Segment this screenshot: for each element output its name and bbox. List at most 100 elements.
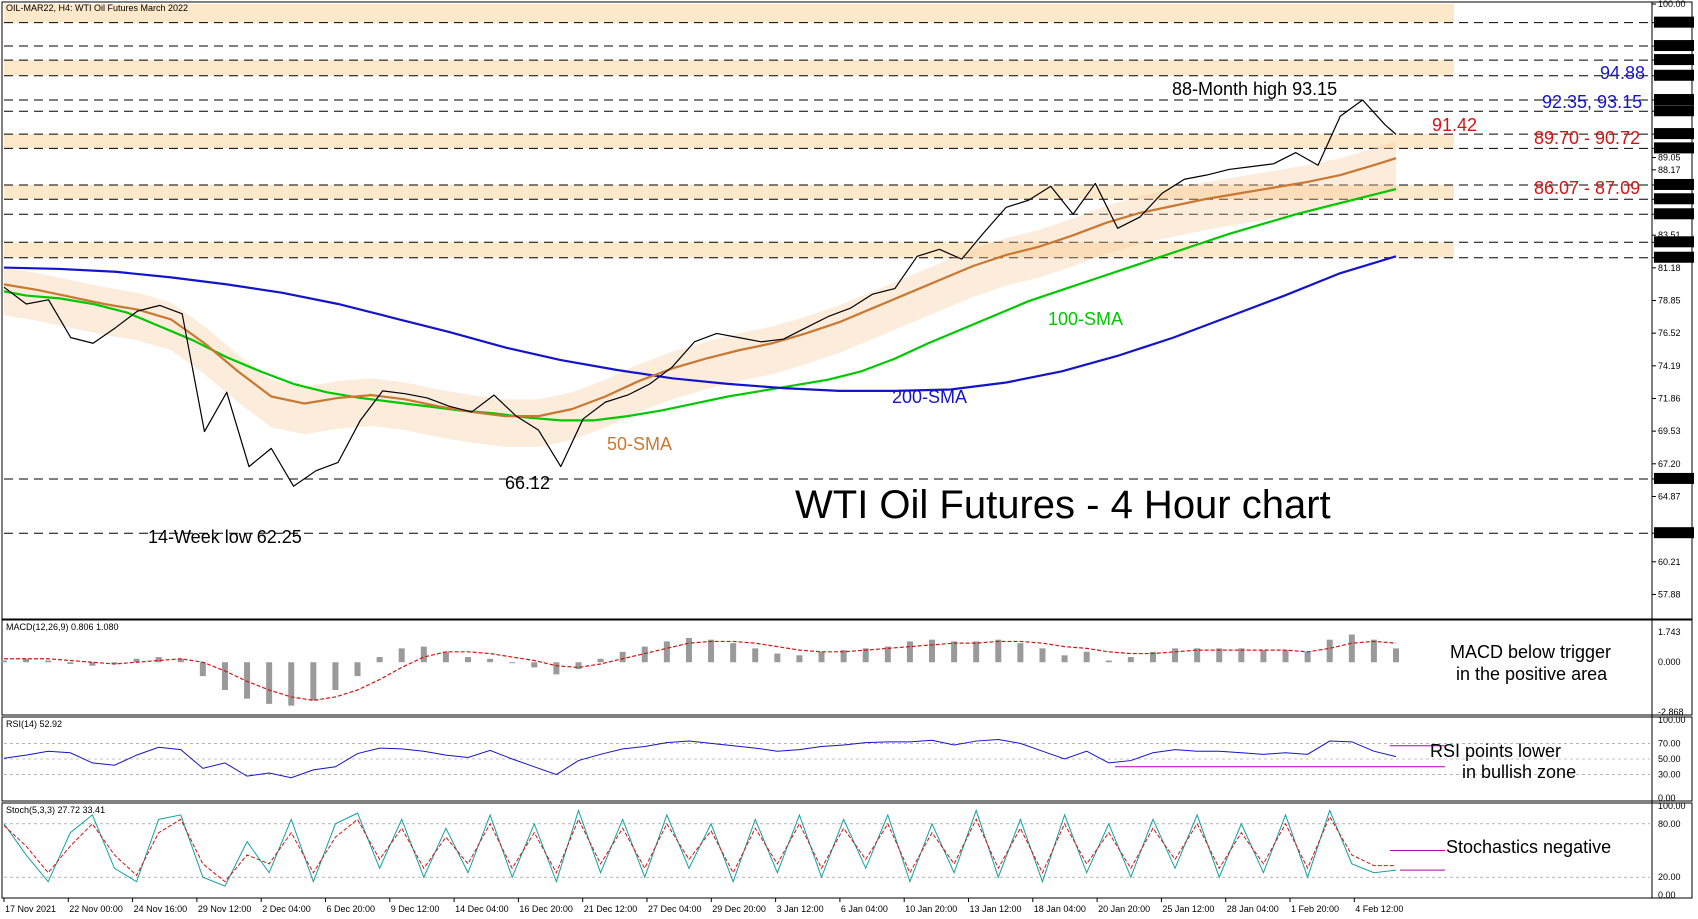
y-tick-label-8: 89.70	[1658, 143, 1681, 153]
macd-bar-20	[442, 651, 449, 663]
y-tick-highlight-3	[1654, 54, 1694, 66]
macd-bar-3	[67, 662, 74, 664]
macd-bar-24	[531, 662, 538, 668]
macd-note-line-1: MACD below trigger	[1450, 642, 1611, 662]
annotation-zone-86-07-87-09: 86.07 - 87.09	[1534, 178, 1640, 198]
symbol-header: OIL-MAR22, H4: WTI Oil Futures March 202…	[6, 3, 188, 13]
macd-bar-46	[1017, 643, 1024, 663]
y-tick-label-11: 87.09	[1658, 180, 1681, 190]
macd-bar-1	[23, 658, 30, 663]
x-tick-label-2: 24 Nov 16:00	[134, 904, 188, 914]
y-tick-label-3: 96.00	[1658, 55, 1681, 65]
stoch-label: Stoch(5,3,3) 27.72 33.41	[6, 805, 105, 815]
rsi-note-line-1: RSI points lower	[1430, 741, 1561, 761]
macd-bar-30	[663, 641, 670, 663]
macd-bar-9	[199, 662, 206, 677]
macd-bar-62	[1370, 639, 1377, 663]
macd-bar-8	[177, 658, 184, 663]
macd-bar-60	[1326, 639, 1333, 663]
y-tick-label-27: 60.21	[1658, 557, 1681, 567]
macd-bar-25	[553, 662, 560, 675]
macd-bar-41	[906, 641, 913, 663]
x-tick-label-20: 1 Feb 20:00	[1291, 904, 1339, 914]
stoch-tick-1: 80.00	[1658, 819, 1681, 829]
macd-tick-2: -2.868	[1658, 707, 1684, 717]
chart-title: WTI Oil Futures - 4 Hour chart	[795, 483, 1331, 527]
macd-signal-line	[4, 640, 1397, 702]
macd-bar-36	[796, 655, 803, 663]
macd-bar-52	[1149, 651, 1156, 663]
x-tick-label-21: 4 Feb 12:00	[1355, 904, 1403, 914]
x-tick-label-8: 16 Dec 20:00	[519, 904, 573, 914]
x-tick-label-1: 22 Nov 00:00	[69, 904, 123, 914]
y-tick-label-23: 67.20	[1658, 459, 1681, 469]
y-tick-highlight-6	[1654, 105, 1694, 117]
ichimoku-cloud	[4, 141, 1396, 447]
main-panel-frame	[1, 1, 1693, 620]
macd-bar-37	[818, 651, 825, 663]
y-tick-label-28: 57.88	[1658, 589, 1681, 599]
macd-bar-56	[1238, 648, 1245, 663]
y-tick-label-9: 89.05	[1658, 153, 1681, 163]
x-tick-label-0: 17 Nov 2021	[5, 904, 56, 914]
x-tick-label-16: 18 Jan 04:00	[1034, 904, 1086, 914]
y-tick-label-18: 78.85	[1658, 295, 1681, 305]
y-tick-highlight-7	[1654, 128, 1694, 140]
macd-bar-45	[995, 639, 1002, 663]
y-tick-highlight-24	[1654, 472, 1694, 484]
stoch-k-line	[3, 808, 1397, 887]
y-tick-label-25: 64.87	[1658, 491, 1681, 501]
macd-tick-1: 0.000	[1658, 657, 1681, 667]
macd-bar-44	[973, 641, 980, 663]
macd-tick-0: 1.743	[1658, 627, 1681, 637]
macd-bar-15	[332, 662, 339, 691]
x-tick-label-17: 20 Jan 20:00	[1098, 904, 1150, 914]
macd-bar-57	[1260, 650, 1267, 663]
macd-bar-61	[1348, 634, 1355, 663]
y-tick-label-22: 69.53	[1658, 426, 1681, 436]
y-tick-highlight-26	[1654, 527, 1694, 539]
x-tick-label-15: 13 Jan 12:00	[970, 904, 1022, 914]
series-line-100-sma	[3, 187, 1397, 422]
y-tick-label-15: 83.00	[1658, 237, 1681, 247]
rsi-tick-0: 100.00	[1658, 715, 1686, 725]
y-tick-highlight-2	[1654, 40, 1694, 52]
rsi-indicator: 100.00 70.00 50.00 30.00 0.00	[3, 715, 1686, 803]
zone-1	[4, 60, 1454, 76]
stoch-tick-2: 20.00	[1658, 872, 1681, 882]
y-tick-label-5: 93.15	[1658, 95, 1681, 105]
macd-bar-32	[708, 639, 715, 663]
macd-indicator: 1.743 0.000 -2.868	[1, 627, 1684, 717]
annotation-zone-89-70-90-72: 89.70 - 90.72	[1534, 128, 1640, 148]
x-tick-label-14: 10 Jan 20:00	[905, 904, 957, 914]
macd-bar-51	[1127, 657, 1134, 663]
x-tick-label-7: 14 Dec 04:00	[455, 904, 509, 914]
macd-bar-53	[1172, 648, 1179, 663]
macd-bar-49	[1083, 651, 1090, 663]
annotation-level-94-88: 94.88	[1600, 63, 1645, 83]
macd-bar-54	[1194, 648, 1201, 663]
macd-bar-4	[89, 662, 96, 666]
macd-bar-33	[730, 643, 737, 663]
y-tick-label-2: 97.00	[1658, 41, 1681, 51]
annotation-88-month-high: 88-Month high 93.15	[1172, 79, 1337, 99]
macd-bar-50	[1105, 660, 1112, 663]
macd-bar-2	[45, 660, 52, 663]
y-tick-label-20: 74.19	[1658, 361, 1681, 371]
macd-bar-13	[288, 662, 295, 706]
stoch-tick-3: 0.00	[1658, 890, 1676, 900]
series-line-close	[3, 99, 1397, 487]
stoch-note: Stochastics negative	[1446, 837, 1611, 857]
macd-bar-17	[376, 657, 383, 663]
annotation-14-week-low: 14-Week low 62.25	[148, 527, 302, 547]
annotation-low-66-12: 66.12	[505, 473, 550, 493]
y-tick-label-10: 88.17	[1658, 165, 1681, 175]
zone-4	[4, 242, 1454, 258]
x-tick-label-19: 28 Jan 04:00	[1227, 904, 1279, 914]
x-tick-label-4: 2 Dec 04:00	[262, 904, 311, 914]
label-100-sma: 100-SMA	[1048, 309, 1123, 329]
stochastic-indicator: 100.00 80.00 20.00 0.00	[3, 801, 1686, 900]
macd-label: MACD(12,26,9) 0.806 1.080	[6, 622, 119, 632]
